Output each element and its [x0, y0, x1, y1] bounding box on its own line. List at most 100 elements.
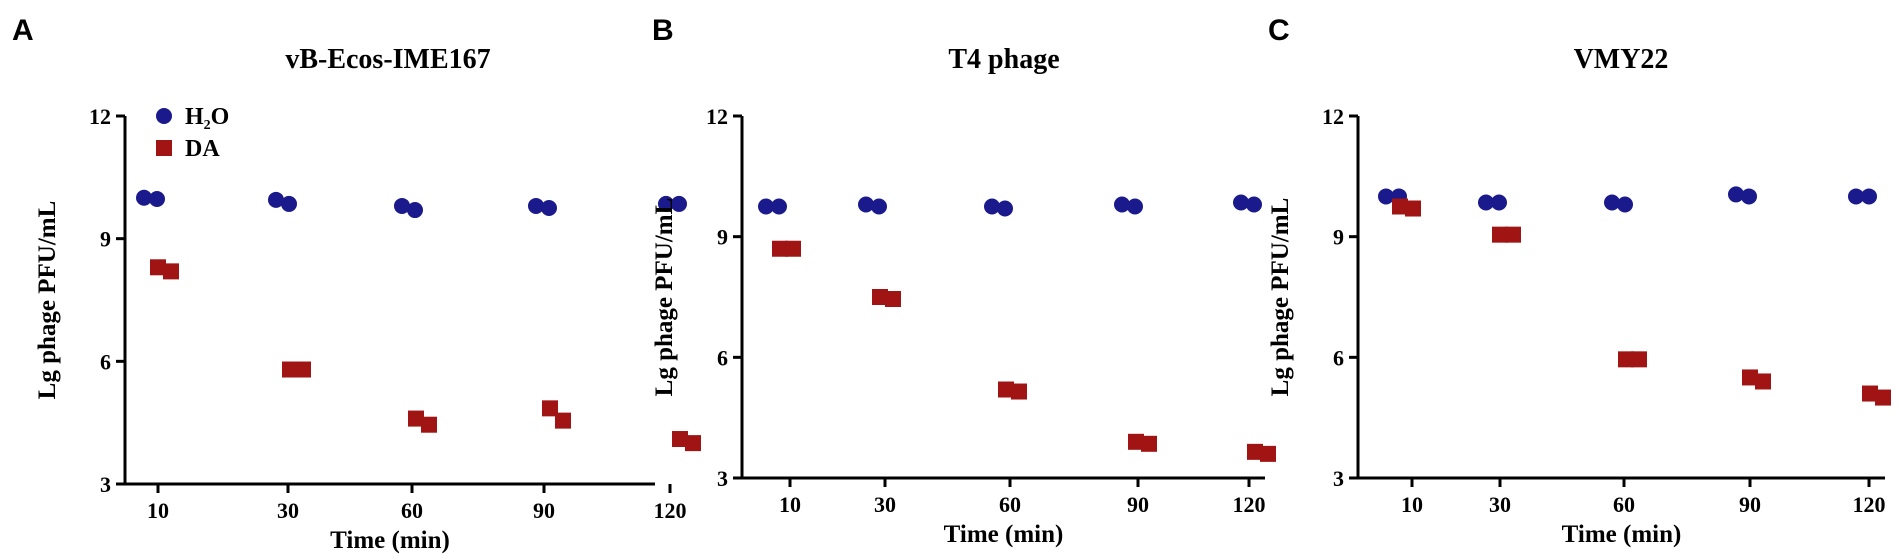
y-tick-label: 9	[100, 227, 111, 252]
x-tick-label: 10	[147, 498, 169, 523]
y-tick-label: 6	[1333, 345, 1344, 370]
x-tick-label: 60	[999, 492, 1021, 517]
point-da	[785, 240, 801, 257]
legend-marker-h2o	[156, 108, 172, 124]
chart-panel-3: 3 6 9 12 10 30 60 90 120 Time (min) Lg phage PFU/m…	[1267, 104, 1891, 548]
point-h2o	[136, 189, 152, 206]
point-da	[542, 400, 558, 417]
point-da	[772, 240, 788, 257]
point-da	[163, 263, 179, 280]
point-h2o	[997, 200, 1013, 217]
point-da	[555, 412, 571, 429]
point-h2o	[771, 198, 787, 215]
y-tick-label: 12	[706, 104, 728, 129]
y-tick-label: 6	[100, 349, 111, 374]
point-h2o	[1378, 188, 1394, 205]
x-tick-label: 120	[654, 498, 687, 523]
point-da	[672, 431, 688, 448]
point-da	[282, 361, 298, 378]
x-tick-label: 60	[1613, 492, 1635, 517]
point-h2o	[1114, 196, 1130, 213]
x-tick-label: 30	[1489, 492, 1511, 517]
point-h2o	[658, 195, 674, 212]
point-da	[1011, 383, 1027, 400]
point-h2o	[871, 198, 887, 215]
point-da	[408, 410, 424, 427]
point-h2o	[1233, 194, 1249, 211]
point-h2o	[1604, 194, 1620, 211]
point-da	[1862, 385, 1878, 402]
chart-title-b: T4 phage	[948, 44, 1059, 75]
point-da	[1875, 389, 1891, 406]
point-h2o	[1728, 186, 1744, 203]
x-tick-label: 120	[1233, 492, 1266, 517]
point-h2o	[858, 196, 874, 213]
x-tick-label: 90	[1127, 492, 1149, 517]
y-tick-label: 9	[717, 225, 728, 250]
point-h2o	[1861, 188, 1877, 205]
point-da	[1260, 445, 1276, 462]
y-tick-label: 3	[1333, 466, 1344, 491]
legend-marker-da	[156, 140, 172, 156]
y-axis-label: Lg phage PFU/mL	[34, 201, 61, 400]
point-da	[150, 259, 166, 276]
point-h2o	[1617, 196, 1633, 213]
x-tick-label: 60	[401, 498, 423, 523]
point-h2o	[528, 197, 544, 214]
point-h2o	[407, 202, 423, 219]
point-da	[998, 381, 1014, 398]
point-h2o	[541, 200, 557, 216]
x-axis-label: Time (min)	[1562, 521, 1682, 548]
point-da	[1492, 226, 1508, 243]
x-tick-label: 10	[1401, 492, 1423, 517]
point-da	[1247, 443, 1263, 460]
chart-panel-2: 3 6 9 12 10 30 60 90 120 Time (min) Lg phage PFU/m…	[651, 104, 1276, 548]
x-tick-label: 10	[779, 492, 801, 517]
panel-letter-c: C	[1268, 14, 1290, 47]
panel-letter-a: A	[12, 14, 34, 47]
legend: H2O DA	[156, 104, 229, 162]
point-da	[1405, 200, 1421, 217]
point-h2o	[671, 195, 687, 212]
point-da	[1392, 198, 1408, 215]
point-h2o	[394, 197, 410, 214]
chart-title-a: vB-Ecos-IME167	[285, 44, 490, 75]
y-tick-label: 12	[89, 104, 111, 129]
x-axis-label: Time (min)	[944, 521, 1064, 548]
point-da	[685, 435, 701, 452]
point-da	[295, 361, 311, 378]
point-h2o	[1741, 188, 1757, 205]
y-tick-label: 12	[1322, 104, 1344, 129]
x-tick-label: 30	[874, 492, 896, 517]
point-h2o	[1127, 198, 1143, 215]
y-axis-label: Lg phage PFU/mL	[651, 198, 678, 397]
x-tick-label: 90	[533, 498, 555, 523]
point-da	[872, 289, 888, 305]
x-tick-label: 120	[1853, 492, 1886, 517]
point-h2o	[281, 195, 297, 212]
y-tick-label: 3	[100, 472, 111, 497]
x-tick-label: 90	[1739, 492, 1761, 517]
point-h2o	[1848, 188, 1864, 205]
point-h2o	[984, 198, 1000, 215]
point-da	[1505, 226, 1521, 243]
chart-title-c: VMY22	[1574, 44, 1669, 75]
point-h2o	[1491, 194, 1507, 211]
point-da	[1141, 435, 1157, 452]
chart-panel-1: 3 6 9 12 10 30 60 90 120 Time (min) Lg phage PFU/m…	[34, 104, 701, 554]
y-tick-label: 6	[717, 345, 728, 370]
legend-label-da: DA	[185, 136, 220, 162]
point-h2o	[758, 198, 774, 215]
y-axis-label: Lg phage PFU/mL	[1267, 198, 1294, 397]
panel-letter-b: B	[652, 14, 674, 47]
x-tick-label: 30	[277, 498, 299, 523]
point-h2o	[1478, 194, 1494, 211]
y-tick-label: 3	[717, 466, 728, 491]
point-h2o	[268, 191, 284, 208]
point-da	[1128, 433, 1144, 450]
point-da	[1631, 351, 1647, 368]
x-axis-label: Time (min)	[330, 527, 450, 554]
point-h2o	[1246, 196, 1262, 213]
point-h2o	[149, 191, 165, 208]
